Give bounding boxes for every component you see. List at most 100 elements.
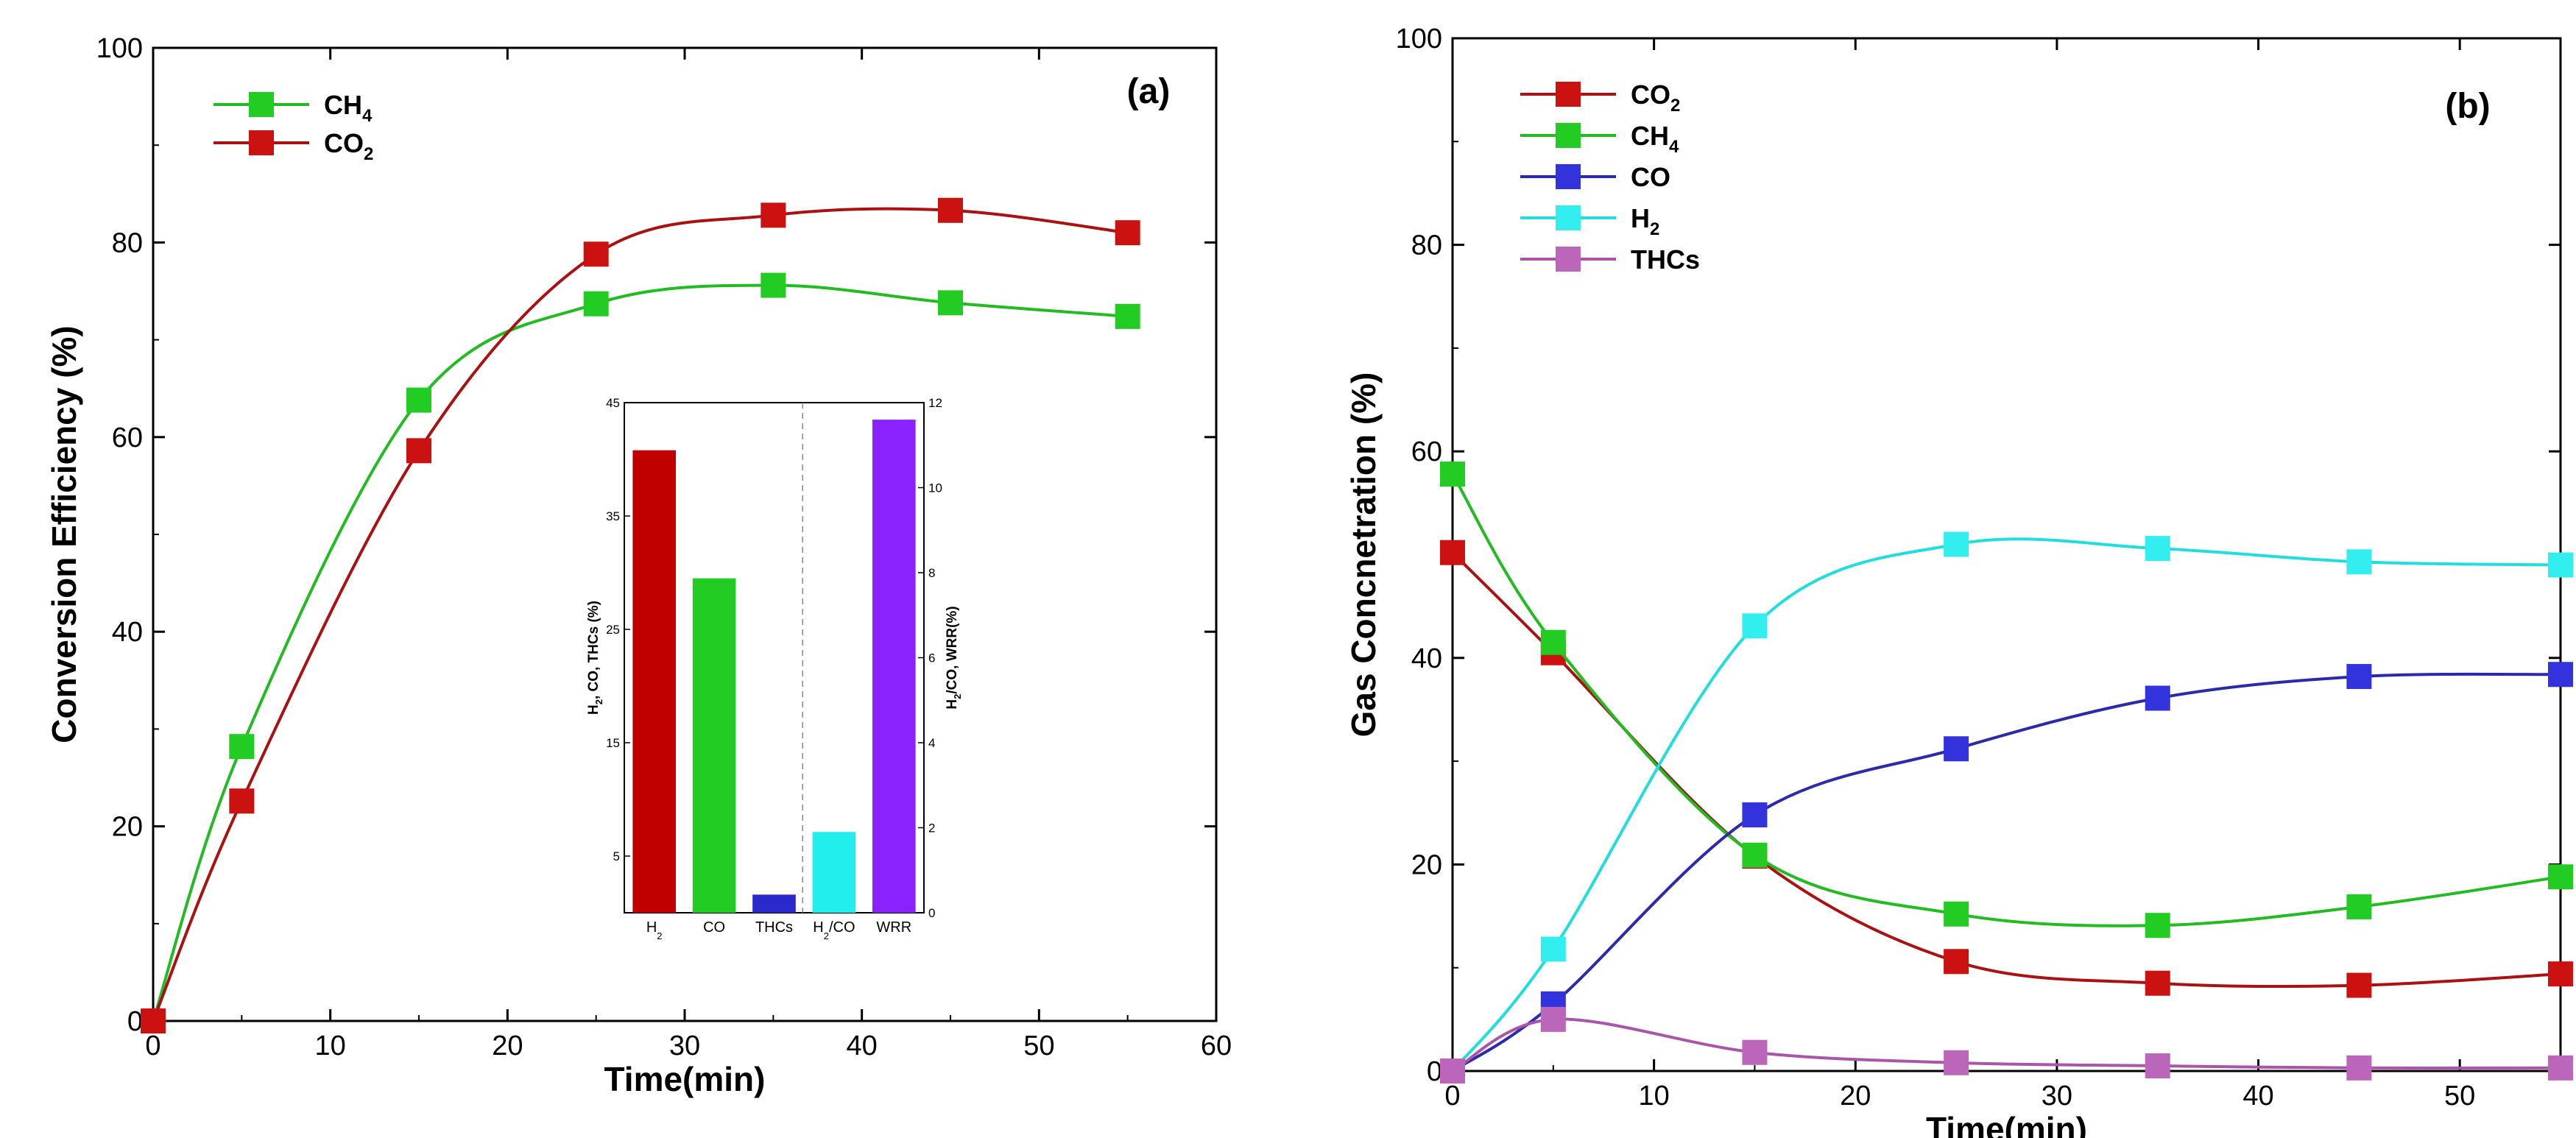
inset-bar — [812, 832, 856, 913]
series-co2 — [141, 197, 1140, 1033]
inset-category-label: H2/CO — [813, 919, 855, 941]
inset-right-tick-label: 4 — [928, 736, 935, 750]
data-point — [2548, 864, 2573, 890]
data-point — [2346, 1055, 2372, 1081]
legend-label: CH4 — [1631, 121, 1679, 157]
data-point — [2346, 549, 2372, 575]
inset-left-tick-label: 15 — [606, 736, 620, 750]
x-tick-label: 20 — [492, 1031, 523, 1061]
data-point — [406, 387, 431, 413]
x-tick-label: 60 — [1201, 1031, 1232, 1061]
legend-label: THCs — [1631, 244, 1700, 275]
data-point — [2346, 972, 2372, 998]
data-point — [229, 788, 255, 814]
inset-left-tick-label: 5 — [613, 849, 620, 863]
data-point — [2548, 1055, 2573, 1081]
y-tick-label: 20 — [112, 812, 143, 843]
data-point — [1540, 1006, 1566, 1032]
data-point — [938, 290, 963, 316]
data-point — [761, 202, 786, 228]
inset-bar — [872, 420, 916, 913]
x-tick-label: 20 — [1840, 1081, 1871, 1112]
inset-chart: 5 15 25 35 45 0 2 4 6 8 10 12 H2 CO THCs H2/CO WRR H2, CO… — [586, 396, 963, 941]
y-tick-label: 0 — [127, 1006, 143, 1037]
inset-left-axis-label: H2, CO, THCs (%) — [586, 601, 604, 715]
y-axis-label: Conversion Efficiency (%) — [45, 325, 83, 743]
data-point — [1440, 1059, 1465, 1084]
x-tick-label: 40 — [2242, 1081, 2273, 1112]
legend: CO2 CH4 CO H2 THCs — [1520, 79, 1700, 275]
inset-right-tick-label: 12 — [928, 396, 942, 410]
legend-marker — [1556, 123, 1581, 148]
inset-right-axis-label: H2/CO, WRR(%) — [945, 606, 963, 709]
x-tick-label: 10 — [315, 1031, 346, 1061]
x-tick-label: 50 — [2444, 1081, 2475, 1112]
data-point — [2145, 970, 2170, 996]
y-tick-label: 0 — [1427, 1056, 1442, 1087]
x-tick-label: 10 — [1638, 1081, 1669, 1112]
data-point — [1944, 901, 1969, 927]
data-point — [229, 734, 255, 760]
data-point — [1440, 540, 1465, 565]
y-tick-label: 20 — [1411, 849, 1442, 880]
x-tick-label: 40 — [847, 1031, 878, 1061]
y-tick-label: 60 — [112, 423, 143, 453]
y-tick-label: 80 — [112, 227, 143, 258]
data-point — [1742, 613, 1768, 639]
data-point — [2548, 662, 2573, 688]
data-point — [2145, 536, 2170, 562]
inset-right-tick-label: 2 — [928, 821, 935, 835]
legend-marker — [1556, 205, 1581, 230]
inset-right-tick-label: 8 — [928, 566, 935, 580]
legend-label: CO2 — [324, 128, 373, 164]
data-point — [1944, 1050, 1969, 1075]
data-point — [938, 197, 963, 223]
data-point — [1944, 531, 1969, 557]
data-point — [583, 291, 609, 317]
data-point — [2346, 894, 2372, 919]
inset-right-tick-label: 6 — [928, 651, 935, 665]
data-point — [1440, 462, 1465, 487]
inset-left-tick-label: 45 — [606, 396, 620, 410]
x-axis-label: Time(min) — [604, 1060, 766, 1098]
inset-right-tick-label: 0 — [928, 906, 935, 920]
data-point — [1944, 949, 1969, 975]
legend-marker — [1556, 82, 1581, 107]
inset-category-label: H2 — [646, 919, 663, 941]
chart-b: 0 10 20 30 40 50 0 20 40 60 80 100 Time(min) Gas Conc… — [1344, 24, 2573, 1138]
data-point — [141, 1008, 166, 1033]
data-point — [2145, 685, 2170, 711]
x-tick-label: 0 — [145, 1031, 160, 1061]
legend-label: H2 — [1631, 203, 1659, 239]
data-point — [1944, 736, 1969, 762]
x-axis-label: Time(min) — [1926, 1110, 2087, 1138]
y-axis-label: Gas Concnetration (%) — [1344, 372, 1383, 738]
inset-right-tick-label: 10 — [928, 481, 942, 495]
data-point — [1742, 842, 1768, 868]
data-point — [2145, 913, 2170, 939]
legend-marker — [249, 130, 274, 155]
data-point — [2548, 552, 2573, 578]
inset-bar — [632, 450, 677, 913]
legend-marker — [249, 92, 274, 117]
inset-left-tick-label: 25 — [606, 623, 620, 637]
chart-a: 0 10 20 30 40 50 60020406080100Time(min)Conver… — [45, 33, 1232, 1098]
inset-left-tick-label: 35 — [606, 509, 620, 523]
y-tick-label: 40 — [1411, 643, 1442, 674]
legend-label: CO2 — [1631, 79, 1680, 116]
y-tick-label: 40 — [112, 617, 143, 648]
legend-label: CH4 — [324, 90, 373, 126]
panel-label: (b) — [2445, 87, 2490, 126]
data-point — [1115, 220, 1140, 246]
y-tick-label: 80 — [1411, 230, 1442, 261]
data-point — [2548, 961, 2573, 987]
data-point — [583, 241, 609, 267]
inset-bar — [752, 894, 796, 913]
data-point — [1115, 303, 1140, 329]
series-ch4 — [1440, 462, 2573, 939]
data-point — [1540, 936, 1566, 962]
data-point — [1742, 802, 1768, 828]
data-point — [1540, 629, 1566, 655]
